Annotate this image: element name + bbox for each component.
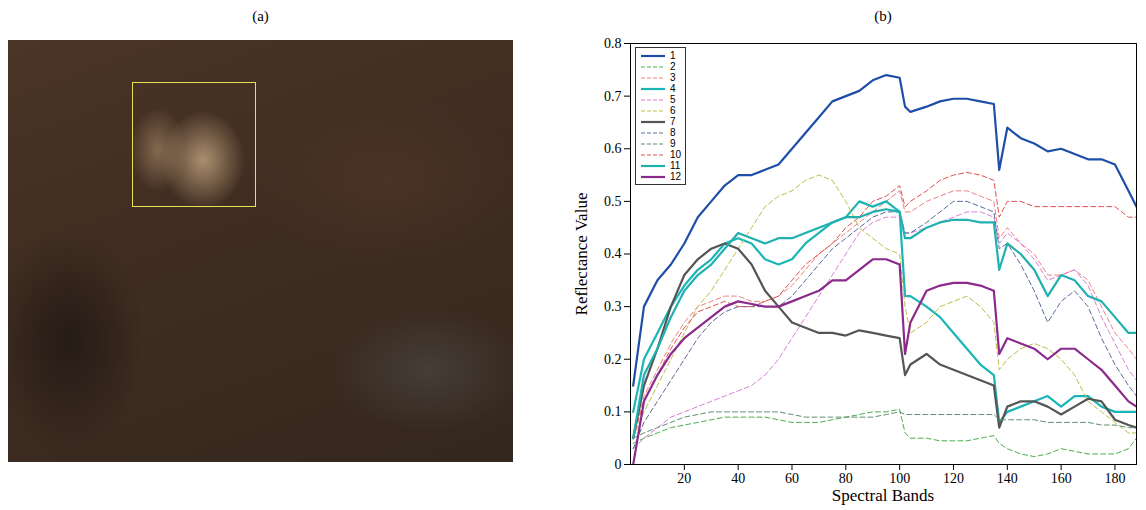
svg-text:120: 120 bbox=[943, 471, 964, 486]
html-text:4: 4 bbox=[670, 83, 676, 94]
svg-text:0.3: 0.3 bbox=[604, 299, 622, 314]
svg-text:80: 80 bbox=[839, 471, 853, 486]
html-text:1: 1 bbox=[670, 50, 676, 61]
svg-text:140: 140 bbox=[997, 471, 1018, 486]
svg-text:20: 20 bbox=[677, 471, 691, 486]
svg-text:100: 100 bbox=[889, 471, 910, 486]
svg-text:160: 160 bbox=[1051, 471, 1072, 486]
html-text:3: 3 bbox=[670, 72, 676, 83]
svg-text:0.6: 0.6 bbox=[604, 141, 622, 156]
svg-text:0.4: 0.4 bbox=[604, 246, 622, 261]
svg-text:0.1: 0.1 bbox=[604, 404, 622, 419]
html-text:5: 5 bbox=[670, 94, 676, 105]
html-text:9: 9 bbox=[670, 138, 676, 149]
html-text:7: 7 bbox=[670, 116, 676, 127]
html-text:(b): (b) bbox=[874, 8, 892, 24]
svg-text:0.8: 0.8 bbox=[604, 36, 622, 51]
html-text:8: 8 bbox=[670, 127, 676, 138]
svg-text:0.7: 0.7 bbox=[604, 89, 622, 104]
html-text:12: 12 bbox=[670, 171, 682, 182]
html-text:11: 11 bbox=[670, 160, 681, 171]
svg-text:40: 40 bbox=[731, 471, 745, 486]
html-text:(a): (a) bbox=[252, 8, 269, 24]
html-text:Spectral Bands: Spectral Bands bbox=[831, 486, 935, 505]
svg-text:0: 0 bbox=[615, 457, 622, 472]
svg-text:180: 180 bbox=[1104, 471, 1125, 486]
html-text:2: 2 bbox=[670, 61, 676, 72]
svg-text:0.2: 0.2 bbox=[604, 352, 622, 367]
svg-text:0.5: 0.5 bbox=[604, 194, 622, 209]
html-text:10: 10 bbox=[670, 149, 682, 160]
html-text:Reflectance Value: Reflectance Value bbox=[572, 192, 591, 315]
html-text:6: 6 bbox=[670, 105, 676, 116]
svg-text:60: 60 bbox=[785, 471, 799, 486]
